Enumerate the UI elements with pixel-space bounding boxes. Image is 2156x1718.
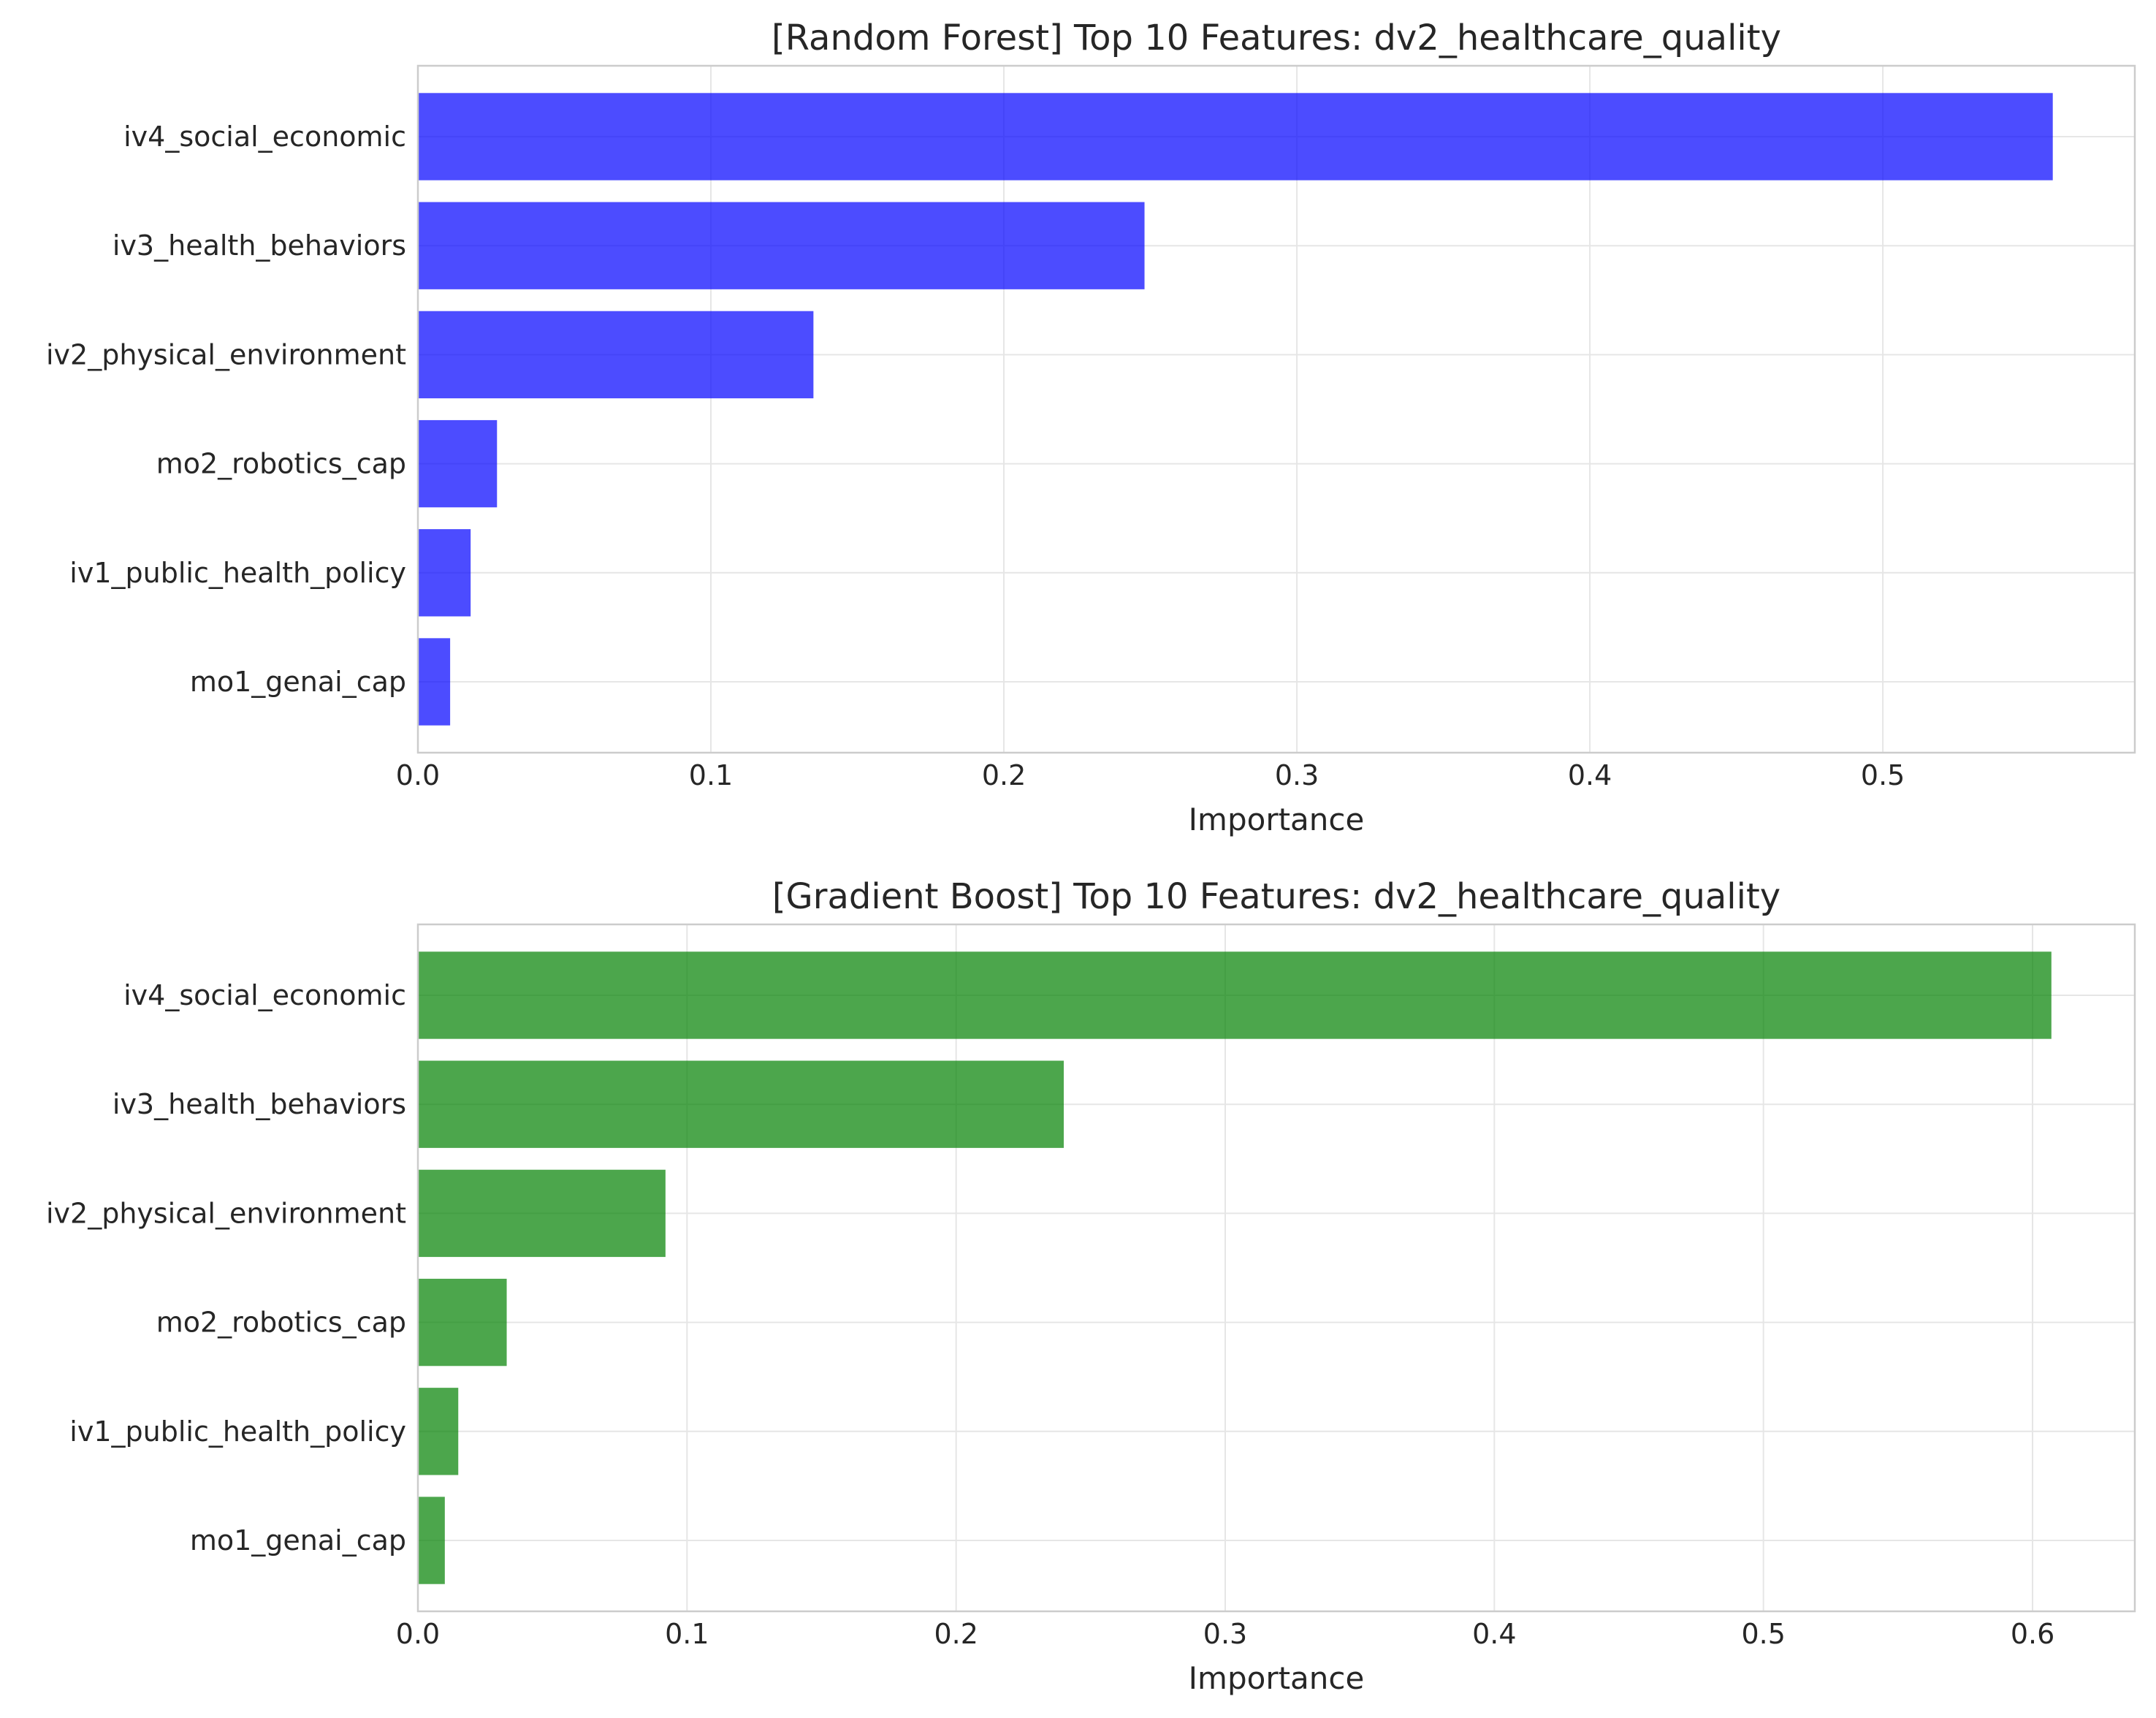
bar-iv4_social_economic — [418, 951, 2052, 1039]
chart-panel-1: iv4_social_economic iv3_health_behaviorsi… — [46, 876, 2136, 1696]
bar-iv3_health_behaviors — [418, 202, 1145, 289]
chart-title: [Gradient Boost] Top 10 Features: dv2_he… — [772, 876, 1780, 917]
x-axis-label: Importance — [1189, 1660, 1365, 1696]
x-tick-label: 0.2 — [934, 1618, 978, 1650]
x-tick-label: 0.0 — [396, 759, 440, 791]
x-tick-label: 0.3 — [1275, 759, 1319, 791]
bar-mo1_genai_cap — [418, 638, 451, 726]
bar-iv2_physical_environment — [418, 1169, 666, 1258]
x-tick-label: 0.6 — [2011, 1618, 2054, 1650]
plot-frame — [416, 64, 2136, 754]
bar-mo1_genai_cap — [418, 1497, 445, 1584]
x-tick-label: 0.0 — [396, 1618, 440, 1650]
x-tick-label: 0.2 — [982, 759, 1026, 791]
x-tick-label: 0.1 — [665, 1618, 709, 1650]
chart-title: [Random Forest] Top 10 Features: dv2_hea… — [772, 18, 1781, 58]
y-tick-label: mo2_robotics_cap — [156, 448, 406, 480]
plot-frame — [416, 923, 2136, 1613]
chart-panel-0: iv4_social_economic iv3_health_behaviorsi… — [46, 18, 2136, 837]
bar-iv3_health_behaviors — [418, 1060, 1064, 1148]
y-tick-label: iv2_physical_environment — [46, 338, 406, 370]
y-tick-label: mo1_genai_cap — [190, 1524, 406, 1557]
x-tick-label: 0.5 — [1741, 1618, 1785, 1650]
y-tick-label: iv4_social_economic — [123, 979, 406, 1011]
y-tick-label: iv3_health_behaviors — [113, 229, 406, 262]
x-axis-label: Importance — [1189, 802, 1365, 837]
bar-mo2_robotics_cap — [418, 419, 498, 508]
x-tick-label: 0.4 — [1568, 759, 1612, 791]
y-tick-label: iv1_public_health_policy — [69, 557, 406, 589]
y-tick-label: mo2_robotics_cap — [156, 1307, 406, 1339]
y-tick-label: iv2_physical_environment — [46, 1197, 406, 1229]
y-tick-label: iv4_social_economic — [123, 121, 406, 153]
bar-iv4_social_economic — [418, 93, 2053, 180]
y-tick-label: iv1_public_health_policy — [69, 1415, 406, 1448]
x-tick-label: 0.4 — [1472, 1618, 1516, 1650]
bar-mo2_robotics_cap — [418, 1278, 507, 1367]
y-tick-label: iv3_health_behaviors — [113, 1088, 406, 1120]
bar-iv1_public_health_policy — [418, 1388, 459, 1475]
x-tick-label: 0.3 — [1203, 1618, 1247, 1650]
y-tick-label: mo1_genai_cap — [190, 666, 406, 698]
bar-iv1_public_health_policy — [418, 529, 471, 617]
bar-iv2_physical_environment — [418, 311, 814, 399]
x-tick-label: 0.5 — [1861, 759, 1905, 791]
x-tick-label: 0.1 — [689, 759, 733, 791]
